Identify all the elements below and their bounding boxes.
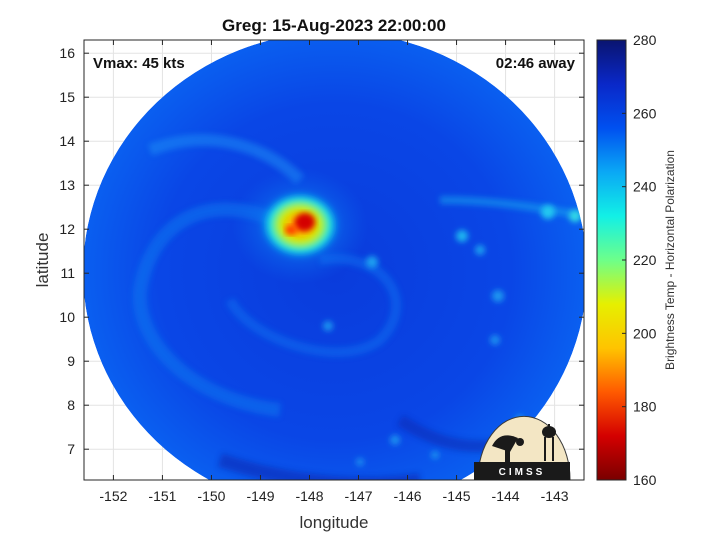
map-plot-area[interactable]: -152 -151 -150 -149 -148 -147 -146 -145 -144 -143…: [59, 32, 587, 512]
time-away-label: 02:46 away: [496, 55, 576, 72]
x-tick-label: -150: [197, 488, 225, 504]
y-tick-label: 14: [59, 133, 75, 149]
vmax-label: Vmax: 45 kts: [93, 55, 185, 72]
colorbar-ramp: [596, 39, 627, 481]
x-tick-label: -149: [246, 488, 274, 504]
colorbar-tick-label: 280: [633, 32, 657, 48]
x-tick-label: -144: [492, 488, 520, 504]
colorbar-label: Brightness Temp - Horizontal Polarizatio…: [663, 150, 677, 370]
colorbar: 160 180 200 220 240 260 280 Brightness Temp - …: [596, 32, 677, 488]
x-tick-label: -146: [394, 488, 422, 504]
y-tick-label: 9: [67, 353, 75, 369]
colorbar-tick-label: 240: [633, 179, 657, 195]
colorbar-tick-label: 160: [633, 472, 657, 488]
x-tick-label: -147: [344, 488, 372, 504]
y-tick-label: 16: [59, 45, 75, 61]
x-tick-label: -145: [443, 488, 471, 504]
plot-title: Greg: 15-Aug-2023 22:00:00: [222, 16, 446, 35]
colorbar-ticks: 160 180 200 220 240 260 280: [622, 32, 657, 488]
colorbar-tick-label: 200: [633, 325, 657, 341]
y-tick-label: 11: [60, 265, 75, 281]
logo-text: CIMSS: [499, 467, 546, 478]
storm-core: [232, 168, 368, 284]
x-axis-label: longitude: [299, 513, 368, 532]
x-tick-label: -152: [99, 488, 127, 504]
microwave-swath: [84, 40, 584, 480]
colorbar-tick-label: 180: [633, 399, 657, 415]
colorbar-tick-label: 220: [633, 252, 657, 268]
satellite-dish-icon: [492, 435, 524, 464]
x-tick-label: -148: [295, 488, 323, 504]
axes-frame: [83, 39, 585, 481]
y-axis-label: latitude: [33, 233, 52, 288]
y-tick-label: 10: [59, 309, 75, 325]
y-tick-label: 8: [67, 397, 75, 413]
y-tick-label: 7: [67, 441, 75, 457]
y-tick-label: 13: [59, 177, 75, 193]
water-tower-icon: [542, 424, 556, 461]
cimss-logo: CIMSS: [474, 415, 571, 480]
axis-ticks: -152 -151 -150 -149 -148 -147 -146 -145 -144 -143…: [59, 40, 584, 504]
x-tick-label: -143: [541, 488, 569, 504]
y-tick-label: 15: [59, 89, 75, 105]
x-tick-label: -151: [148, 488, 176, 504]
colorbar-tick-label: 260: [633, 105, 657, 121]
logo-banner: [474, 462, 570, 480]
y-tick-label: 12: [59, 221, 75, 237]
